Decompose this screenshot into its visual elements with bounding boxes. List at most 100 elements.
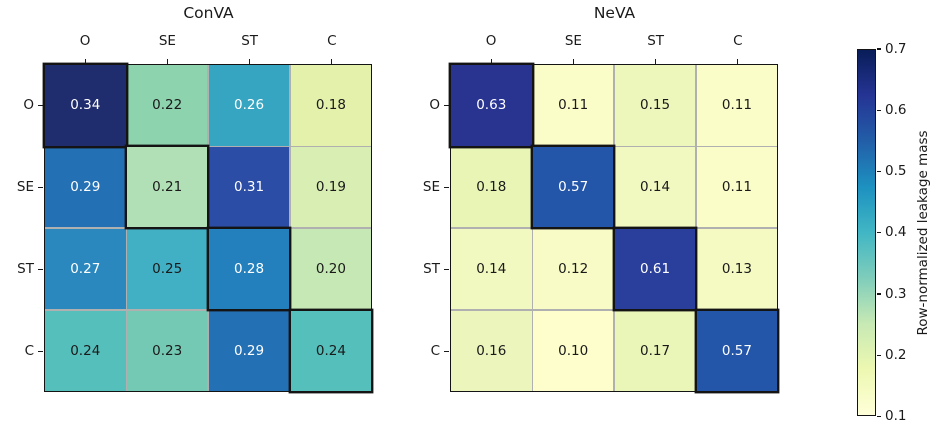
colorbar-tick-label: 0.4 (885, 224, 907, 241)
column-labels: O SE ST C (450, 33, 779, 49)
x-axis-tick (166, 59, 169, 64)
colorbar-tick-label: 0.2 (885, 346, 907, 363)
cell-value: 0.29 (70, 179, 101, 196)
col-label: O (79, 33, 91, 49)
colorbar-tick-label: 0.6 (885, 101, 907, 118)
heatmap-panel-neva: NeVA O SE ST C 0.63 0.11 0.15 0.11 0.18 0.57 0.14… (423, 0, 779, 437)
heatmap-grid: 0.63 0.11 0.15 0.11 0.18 0.57 0.14 0.11 0.14 0.12… (451, 65, 778, 392)
cell-value: 0.14 (476, 261, 507, 278)
col-label: O (485, 33, 497, 49)
heatmap-cell: 0.11 (696, 65, 778, 146)
heatmap-cell: 0.10 (532, 310, 614, 392)
y-axis-tick (37, 350, 43, 352)
panel-title: NeVA (593, 4, 636, 22)
y-axis-tick (443, 186, 449, 189)
heatmap-cell: 0.57 (696, 310, 778, 392)
colorbar-tick (876, 170, 881, 173)
colorbar-tick (876, 232, 881, 234)
heatmap-cell: 0.19 (290, 146, 372, 228)
col-label: SE (158, 33, 176, 49)
cell-value: 0.17 (640, 342, 671, 359)
heatmap-cell: 0.28 (208, 228, 290, 310)
cell-value: 0.11 (558, 97, 589, 114)
heatmap-cell: 0.12 (532, 228, 614, 310)
heatmap-cell: 0.18 (451, 146, 532, 228)
y-axis-tick (37, 268, 43, 271)
cell-value: 0.21 (152, 179, 183, 196)
heatmap-cell: 0.63 (451, 65, 532, 146)
cell-value: 0.31 (234, 179, 265, 196)
x-axis-tick (248, 59, 251, 64)
row-label: C (24, 342, 34, 359)
heatmap-cell: 0.20 (290, 228, 372, 310)
cell-value: 0.24 (70, 342, 101, 359)
cell-value: 0.28 (234, 261, 265, 278)
y-axis-tick (443, 350, 449, 352)
cell-value: 0.20 (315, 261, 346, 278)
cell-value: 0.10 (558, 342, 589, 359)
y-axis-tick (443, 105, 449, 107)
cell-value: 0.63 (476, 97, 507, 114)
heatmap-border: 0.34 0.22 0.26 0.18 0.29 0.21 0.31 0.19 0.27 0.25… (44, 64, 373, 393)
cell-value: 0.26 (234, 97, 265, 114)
x-axis-tick (85, 59, 87, 64)
colorbar-tick-label: 0.1 (885, 408, 907, 425)
heatmap-cell: 0.27 (45, 228, 126, 310)
cell-value: 0.18 (476, 179, 507, 196)
colorbar-tick-label: 0.7 (885, 40, 907, 57)
row-label: C (430, 342, 440, 359)
col-label: C (733, 33, 743, 49)
y-axis-tick (37, 105, 43, 107)
heatmap-cell: 0.23 (126, 310, 208, 392)
cell-value: 0.19 (315, 179, 346, 196)
heatmap-cell: 0.15 (614, 65, 696, 146)
x-axis-tick (654, 59, 657, 64)
heatmap-cell: 0.24 (45, 310, 126, 392)
heatmap-border: 0.63 0.11 0.15 0.11 0.18 0.57 0.14 0.11 0.14 0.12… (450, 64, 779, 393)
x-axis-tick (491, 59, 493, 64)
cell-value: 0.13 (721, 261, 752, 278)
heatmap-cell: 0.11 (532, 65, 614, 146)
col-label: SE (564, 33, 582, 49)
cell-value: 0.34 (70, 97, 101, 114)
heatmap-cell: 0.57 (532, 146, 614, 228)
heatmap-cell: 0.29 (45, 146, 126, 228)
colorbar-tick-label: 0.5 (885, 163, 907, 180)
row-label: O (23, 97, 34, 114)
cell-value: 0.24 (315, 342, 346, 359)
x-axis-tick (330, 59, 332, 64)
heatmap-cell: 0.18 (290, 65, 372, 146)
row-label: ST (423, 260, 440, 277)
heatmap-cell: 0.13 (696, 228, 778, 310)
cell-value: 0.23 (152, 342, 183, 359)
colorbar-tick (876, 354, 881, 356)
cell-value: 0.11 (721, 97, 752, 114)
column-labels: O SE ST C (44, 33, 373, 49)
heatmap-cell: 0.17 (614, 310, 696, 392)
heatmap-cell: 0.29 (208, 310, 290, 392)
heatmap-cell: 0.31 (208, 146, 290, 228)
row-label: O (429, 97, 440, 114)
cell-value: 0.14 (640, 179, 671, 196)
panel-title: ConVA (183, 4, 234, 22)
cell-value: 0.18 (315, 97, 346, 114)
col-label: ST (241, 33, 259, 49)
heatmap-cell: 0.22 (126, 65, 208, 146)
colorbar-tick (876, 293, 881, 295)
cell-value: 0.15 (640, 97, 671, 114)
colorbar-tick (876, 109, 881, 111)
heatmap-cell: 0.16 (451, 310, 532, 392)
col-label: C (327, 33, 337, 49)
x-axis-tick (572, 59, 575, 64)
row-label: SE (422, 179, 440, 196)
cell-value: 0.25 (152, 261, 183, 278)
heatmap-cell: 0.61 (614, 228, 696, 310)
cell-value: 0.22 (152, 97, 183, 114)
colorbar-gradient (857, 49, 876, 416)
y-axis-tick (443, 268, 449, 271)
heatmap-cell: 0.21 (126, 146, 208, 228)
cell-value: 0.57 (558, 179, 589, 196)
cell-value: 0.29 (234, 342, 265, 359)
cell-value: 0.11 (721, 179, 752, 196)
colorbar-tick (876, 415, 881, 418)
